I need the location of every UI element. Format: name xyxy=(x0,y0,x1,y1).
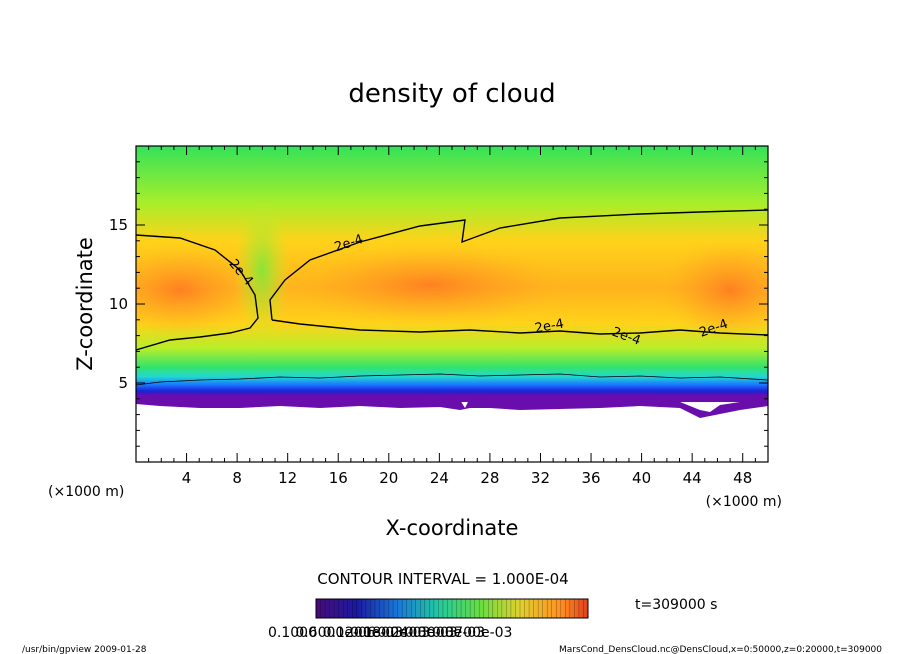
contour-base xyxy=(136,373,768,386)
x-tick-label: 24 xyxy=(430,469,449,487)
colorbar-label: 0.1800e-03 xyxy=(350,625,430,641)
y-axis-label: Z-coordinate xyxy=(73,237,97,371)
x-tick-label: 40 xyxy=(632,469,651,487)
x-axis-ticks: 4 8 12 16 20 24 28 32 36 40 44 48 xyxy=(148,146,756,487)
contour-interval-text: CONTOUR INTERVAL = 1.000E-04 xyxy=(317,570,568,588)
x-tick-label: 8 xyxy=(232,469,242,487)
x-tick-label: 36 xyxy=(581,469,600,487)
x-tick-label: 4 xyxy=(182,469,192,487)
cloud-base-edge xyxy=(136,396,768,418)
y-axis-ticks: 5 10 15 xyxy=(109,161,768,447)
colorbar-label: 0.3700e-03 xyxy=(432,625,512,641)
hotspot-left xyxy=(136,245,260,335)
x-tick-label: 20 xyxy=(379,469,398,487)
contour-label: 2e-4 xyxy=(534,317,565,337)
heatmap-field xyxy=(136,146,768,462)
hotspot-center xyxy=(290,245,570,325)
colorbar-label: 0.2400e-03 xyxy=(377,625,457,641)
x-axis-label: X-coordinate xyxy=(386,516,519,540)
hotspot-right xyxy=(660,240,768,340)
time-label: t=309000 s xyxy=(635,597,717,613)
colorbar-label: 0.1200e-03 xyxy=(323,625,403,641)
y-tick-label: 15 xyxy=(109,216,128,234)
x-tick-label: 16 xyxy=(329,469,348,487)
x-unit-label: (×1000 m) xyxy=(706,494,782,510)
colorbar-stripes xyxy=(320,599,584,618)
y-tick-label: 10 xyxy=(109,295,128,313)
y-unit-label: (×1000 m) xyxy=(48,484,124,500)
colorbar-labels: 0.10000.6000e-060.1200e-030.1800e-030.24… xyxy=(268,625,512,641)
colorbar-label: 0.1000 xyxy=(268,625,317,641)
y-tick-label: 5 xyxy=(118,374,128,392)
contour-2e-4-center xyxy=(269,209,768,321)
colorbar-label: 0.3000e-03 xyxy=(405,625,485,641)
x-tick-label: 32 xyxy=(531,469,550,487)
colorbar-label: 0.6000e-06 xyxy=(295,625,376,641)
low-density-notch xyxy=(234,200,290,340)
x-tick-label: 48 xyxy=(733,469,752,487)
contour-2e-4-left xyxy=(136,234,259,351)
chart-title: density of cloud xyxy=(348,79,555,109)
colorbar xyxy=(315,598,589,619)
x-tick-label: 12 xyxy=(278,469,297,487)
x-tick-label: 28 xyxy=(480,469,499,487)
contour-2e-4-lower xyxy=(271,319,768,336)
footer-left: /usr/bin/gpview 2009-01-28 xyxy=(22,645,147,654)
x-tick-label: 44 xyxy=(683,469,702,487)
footer-right: MarsCond_DensCloud.nc@DensCloud,x=0:5000… xyxy=(559,645,882,654)
